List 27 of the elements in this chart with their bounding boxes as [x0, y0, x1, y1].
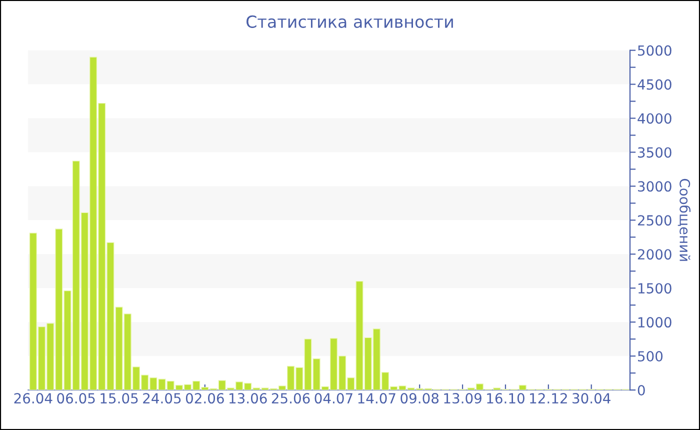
x-tick-label: 14.07 [358, 393, 396, 404]
y-axis-title: Сообщений [678, 178, 691, 261]
x-tick-label: 24.05 [143, 393, 181, 404]
x-tick-label: 09.08 [400, 393, 439, 404]
x-tick-label: 12.12 [530, 393, 567, 404]
x-tick-label: 02.06 [186, 393, 224, 404]
x-tick-label: 06.05 [57, 393, 95, 404]
y-tick-label: 3500 [638, 147, 672, 158]
x-tick-label: 04.07 [314, 393, 352, 404]
y-tick-label: 5000 [638, 45, 672, 56]
y-tick-label: 0 [638, 384, 645, 396]
y-tick-label: 1500 [638, 283, 672, 294]
x-tick-label: 13.06 [229, 393, 267, 404]
y-tick-label: 4500 [638, 79, 672, 90]
x-tick-label: 30.04 [572, 393, 610, 404]
x-tick-label: 26.04 [14, 393, 52, 404]
x-tick-label: 16.10 [487, 393, 524, 404]
chart-title: Статистика активности [246, 15, 453, 28]
x-tick-label: 25.06 [272, 393, 310, 404]
y-tick-label: 500 [638, 351, 663, 362]
x-tick-label: 15.05 [100, 393, 138, 404]
y-tick-label: 1000 [638, 317, 672, 328]
x-tick-label: 13.09 [444, 393, 482, 404]
y-tick-label: 4000 [638, 113, 672, 124]
y-tick-label: 3000 [638, 181, 672, 192]
y-tick-label: 2000 [638, 249, 672, 260]
y-tick-label: 2500 [638, 215, 672, 226]
